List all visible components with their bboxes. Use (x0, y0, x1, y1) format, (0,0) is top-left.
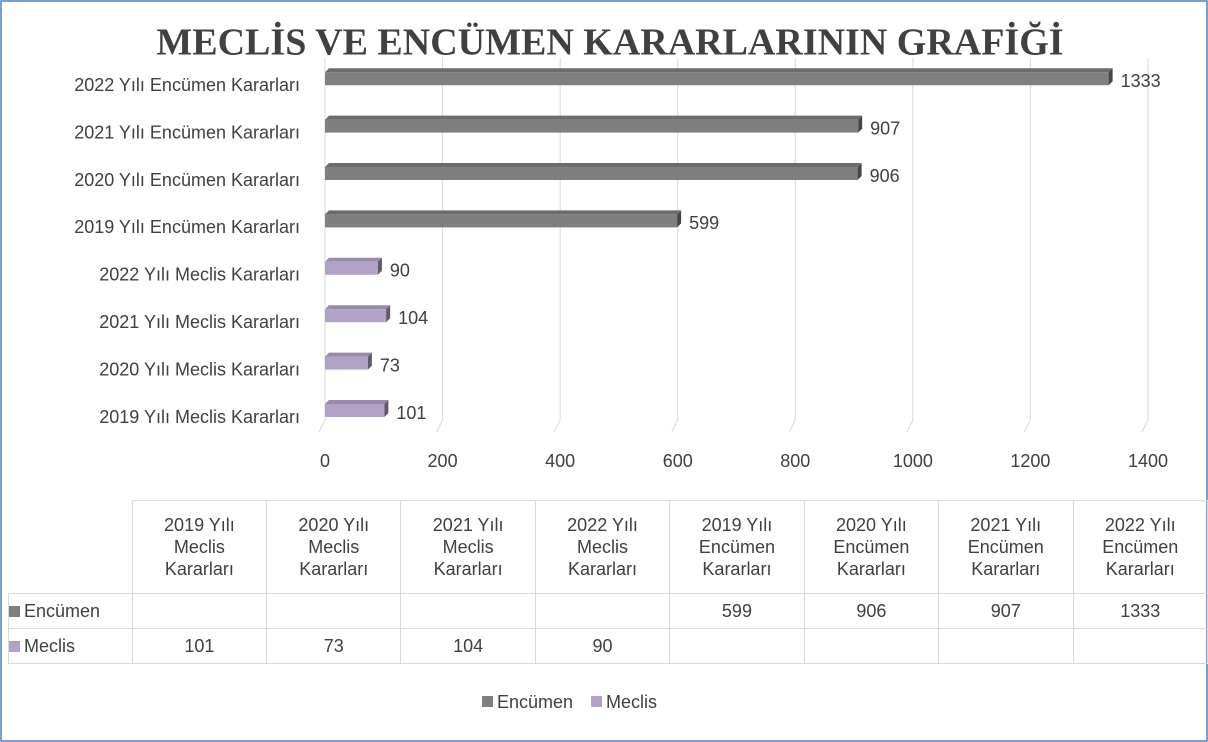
grid-floor (671, 419, 679, 433)
legend-swatch (591, 696, 603, 707)
x-tick-label: 0 (320, 451, 330, 471)
table-header-cell: 2021 Yılı Meclis Kararları (400, 500, 536, 594)
data-label: 1333 (1121, 71, 1161, 91)
data-label: 73 (380, 355, 400, 375)
bar (325, 167, 858, 180)
bar-top (325, 257, 382, 262)
table-header-row: 2019 Yılı Meclis Kararları 2020 Yılı Mecl… (8, 500, 1208, 594)
chart-title: MECLİS VE ENCÜMEN KARARLARININ GRAFİĞİ (156, 21, 1063, 64)
grid-floor (788, 419, 796, 433)
grid-floor (553, 419, 561, 433)
table-cell (400, 593, 536, 629)
data-label: 906 (870, 166, 900, 186)
bar (325, 261, 378, 275)
bar (325, 214, 678, 228)
y-tick-label: 2021 Yılı Encümen Kararları (74, 122, 300, 142)
x-tick-label: 800 (780, 451, 810, 471)
table-cell (131, 593, 268, 629)
y-tick-label: 2020 Yılı Meclis Kararları (99, 359, 300, 379)
bar-side (857, 163, 862, 180)
grid-floor (1141, 419, 1149, 433)
x-tick-label: 200 (428, 451, 458, 471)
y-tick-label: 2022 Yılı Encümen Kararları (74, 75, 300, 95)
legend-swatch (482, 696, 493, 707)
table-cell: 599 (669, 593, 805, 629)
bar-top (325, 400, 389, 404)
y-tick-label: 2019 Yılı Encümen Kararları (74, 217, 300, 237)
legend-label: Meclis (606, 692, 657, 712)
table-cell: 73 (266, 628, 402, 664)
x-tick-label: 1400 (1128, 451, 1168, 471)
bar-top (325, 115, 863, 120)
table-series-name: Encümen (24, 601, 101, 621)
table-header-cell: 2019 Yılı Meclis Kararları (131, 500, 268, 594)
table-header-cell: 2021 Yılı Encümen Kararları (938, 500, 1074, 594)
bar (325, 72, 1109, 86)
table-cell: 906 (803, 593, 940, 629)
x-tick-label: 600 (663, 451, 693, 471)
table-cell: 104 (400, 628, 536, 664)
table-cell: 907 (938, 593, 1074, 629)
bar-top (325, 163, 862, 167)
x-tick-label: 1000 (893, 451, 933, 471)
table-series-cell: Encümen (8, 593, 133, 629)
y-tick-label: 2019 Yılı Meclis Kararları (99, 407, 300, 427)
grid-floor (1023, 419, 1031, 433)
y-tick-label: 2022 Yılı Meclis Kararları (99, 265, 300, 285)
table-series-name: Meclis (24, 636, 76, 656)
table-cell (534, 593, 671, 629)
table-cell (938, 628, 1074, 664)
table-header-cell: 2020 Yılı Meclis Kararları (266, 500, 402, 594)
table-header-cell: 2022 Yılı Meclis Kararları (534, 500, 671, 594)
table-header-cell: 2020 Yılı Encümen Kararları (803, 500, 940, 594)
data-table: 2019 Yılı Meclis Kararları 2020 Yılı Mecl… (8, 500, 1208, 664)
bar-side (677, 210, 682, 228)
table-row: Meclis 101 73 104 90 (8, 628, 1208, 664)
table-header-cell: 2022 Yılı Encümen Kararları (1072, 500, 1208, 594)
data-label: 907 (870, 118, 900, 138)
grid-floor (318, 419, 326, 433)
table-corner (8, 500, 133, 594)
grid-floor (436, 419, 444, 433)
bar-side (367, 352, 372, 370)
legend-swatch (9, 606, 20, 617)
bar-top (325, 68, 1113, 73)
table-cell: 101 (131, 628, 268, 664)
data-label: 90 (390, 261, 410, 281)
table-cell (1072, 628, 1208, 664)
y-tick-label: 2020 Yılı Encümen Kararları (74, 170, 300, 190)
x-tick-label: 1200 (1010, 451, 1050, 471)
table-row: Encümen 599 906 907 1333 (8, 593, 1208, 629)
bar (325, 119, 859, 133)
bar (325, 309, 387, 323)
table-cell (669, 628, 805, 664)
legend-label: Encümen (497, 692, 573, 712)
bar-top (325, 352, 372, 357)
table-cell (803, 628, 940, 664)
table-cell: 90 (534, 628, 671, 664)
y-tick-label: 2021 Yılı Meclis Kararları (99, 312, 300, 332)
bar-side (1108, 68, 1113, 86)
bar-top (325, 210, 682, 215)
bar-top (325, 305, 391, 310)
bar (325, 404, 385, 417)
bar (325, 356, 368, 370)
data-label: 101 (396, 403, 426, 423)
bar-side (384, 400, 389, 417)
bar-side (858, 115, 863, 133)
table-cell (266, 593, 402, 629)
grid-floor (906, 419, 914, 433)
table-series-cell: Meclis (8, 628, 133, 664)
table-header-cell: 2019 Yılı Encümen Kararları (669, 500, 805, 594)
table-cell: 1333 (1072, 593, 1208, 629)
data-label: 599 (689, 213, 719, 233)
legend-swatch (9, 641, 20, 652)
bar-side (377, 257, 382, 275)
x-tick-label: 400 (545, 451, 575, 471)
data-label: 104 (398, 308, 428, 328)
bar-side (386, 305, 391, 323)
